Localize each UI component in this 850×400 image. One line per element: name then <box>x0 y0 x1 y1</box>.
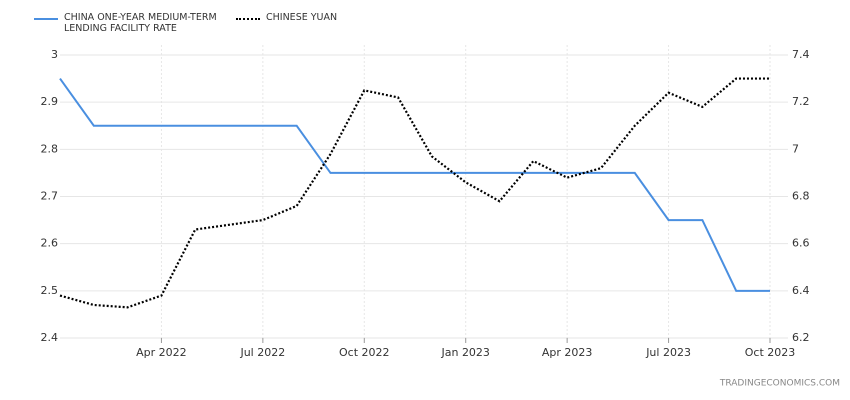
legend-swatch <box>236 18 260 20</box>
x-tick-label: Jul 2022 <box>239 346 285 359</box>
x-tick-label: Apr 2022 <box>136 346 187 359</box>
x-tick-label: Oct 2023 <box>745 346 796 359</box>
legend: CHINA ONE-YEAR MEDIUM-TERM LENDING FACIL… <box>34 12 337 34</box>
x-tick-label: Jan 2023 <box>440 346 489 359</box>
y-tick-label: 2.7 <box>41 190 59 203</box>
legend-label: CHINESE YUAN <box>266 12 338 23</box>
x-tick-label: Oct 2022 <box>339 346 390 359</box>
y-tick-label: 2.8 <box>41 142 59 155</box>
legend-item: CHINA ONE-YEAR MEDIUM-TERM LENDING FACIL… <box>34 12 224 34</box>
y2-tick-label: 7.2 <box>792 95 810 108</box>
legend-swatch <box>34 18 58 20</box>
y2-tick-label: 6.2 <box>792 331 810 344</box>
y-tick-label: 3 <box>51 48 58 61</box>
series-line <box>59 78 770 292</box>
x-tick-label: Apr 2023 <box>542 346 593 359</box>
y2-tick-label: 6.8 <box>792 190 810 203</box>
legend-item: CHINESE YUAN <box>236 12 337 34</box>
x-tick-label: Jul 2023 <box>645 346 691 359</box>
legend-label: CHINA ONE-YEAR MEDIUM-TERM LENDING FACIL… <box>64 12 217 34</box>
y2-tick-label: 6.6 <box>792 237 810 250</box>
y2-tick-label: 6.4 <box>792 284 810 297</box>
y-tick-label: 2.4 <box>41 331 59 344</box>
series-line <box>59 77 770 309</box>
y-tick-label: 2.9 <box>41 95 59 108</box>
y-tick-label: 2.5 <box>41 284 59 297</box>
y2-tick-label: 7.4 <box>792 48 810 61</box>
source: TRADINGECONOMICS.COM <box>719 379 840 389</box>
y-tick-label: 2.6 <box>41 237 59 250</box>
y2-tick-label: 7 <box>792 142 799 155</box>
